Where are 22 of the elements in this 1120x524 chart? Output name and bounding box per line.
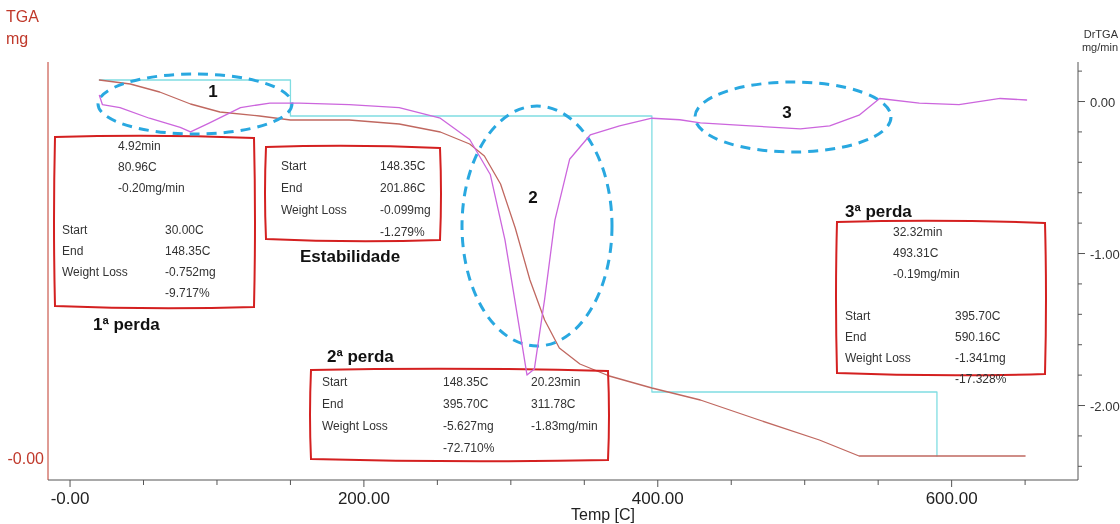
y-axis-title: TGA mg [6,8,40,47]
y2-tick-label: -1.00 [1090,246,1120,262]
annotation: 1ª perda [93,315,161,334]
y2-tick-label: 0.00 [1090,94,1116,110]
x-axis-title: Temp [C] [570,506,636,523]
text: Start 148.35C 20.23min End 395.70C 311.78C Weight Loss -5.627mg -1.83mg/min -72.710% [322,375,598,455]
x-tick-label: 400.00 [631,489,684,508]
annotation: 3 [782,103,792,122]
text: Start 148.35C End 201.86C Weight Loss -0.099mg -1.279% [281,159,431,239]
x-tick-label: -0.00 [50,489,90,508]
x-tick-label: 200.00 [337,489,390,508]
annotation: 2 [528,188,538,207]
annotation: 3ª perda [845,202,913,221]
text: -0.00 [7,450,45,467]
annotation: 2ª perda [327,347,395,366]
y2-tick-label: -2.00 [1090,398,1120,414]
annotation: 1 [208,82,218,101]
y2-axis-title: DrTGA mg/min [1081,28,1119,53]
x-tick-label: 600.00 [925,489,978,508]
text: 32.32min 493.31C -0.19mg/min Start 395.70C End 590.16C Weight Loss -1.341mg -17.328% [845,225,1007,386]
annotation: Estabilidade [300,247,401,266]
text: 4.92min 80.96C -0.20mg/min Start 30.00C End 148.35C Weight Loss -0.752mg -9.717% [62,139,216,300]
